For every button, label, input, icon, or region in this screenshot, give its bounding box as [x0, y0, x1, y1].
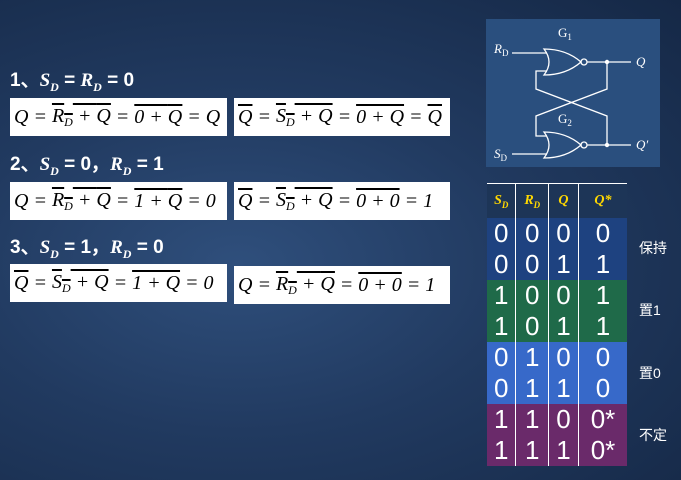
table-row: 1 1 1 0* — [487, 435, 627, 466]
header-q-next: Q* — [577, 183, 627, 218]
header-q: Q — [548, 183, 579, 218]
label-invalid: 不定 — [639, 427, 667, 443]
table-row: 1 1 0 0* — [487, 404, 627, 435]
case-2-heading: 2、SD = 0，RD = 1 — [10, 154, 164, 178]
header-rd: RD — [515, 183, 549, 218]
case-2-right-equation: Q = SD + Q = 0 + 0 = 1 — [234, 182, 450, 220]
nor-gate-2 — [542, 131, 582, 159]
case-1-left-equation: Q = RD + Q = 0 + Q = Q — [10, 98, 227, 136]
truth-table-header: SD RD Q Q* — [487, 183, 627, 218]
label-set-1: 置1 — [639, 302, 661, 318]
output-q-label: Q — [636, 54, 646, 69]
input-rd-label: RD — [493, 41, 509, 58]
nor-gate-1 — [542, 48, 582, 76]
case-3-right-equation: Q = RD + Q = 0 + 0 = 1 — [234, 266, 450, 304]
case-2-left-equation: Q = RD + Q = 1 + Q = 0 — [10, 182, 227, 220]
gate-1-label: G1 — [558, 25, 572, 42]
case-3-left-equation: Q = SD + Q = 1 + Q = 0 — [10, 264, 227, 302]
case-3-heading: 3、SD = 1，RD = 0 — [10, 237, 164, 261]
case-1-right-equation: Q = SD + Q = 0 + Q = Q — [234, 98, 450, 136]
gate-2-label: G2 — [558, 111, 572, 128]
label-reset-0: 置0 — [639, 365, 661, 381]
header-sd: SD — [487, 183, 516, 218]
label-hold: 保持 — [639, 240, 667, 256]
output-q-prime-label: Q′ — [636, 137, 648, 152]
case-1-heading: 1、SD = RD = 0 — [10, 70, 135, 94]
nor-latch-circuit: G1 G2 RD SD Q Q′ — [486, 19, 660, 167]
input-sd-label: SD — [494, 146, 508, 163]
